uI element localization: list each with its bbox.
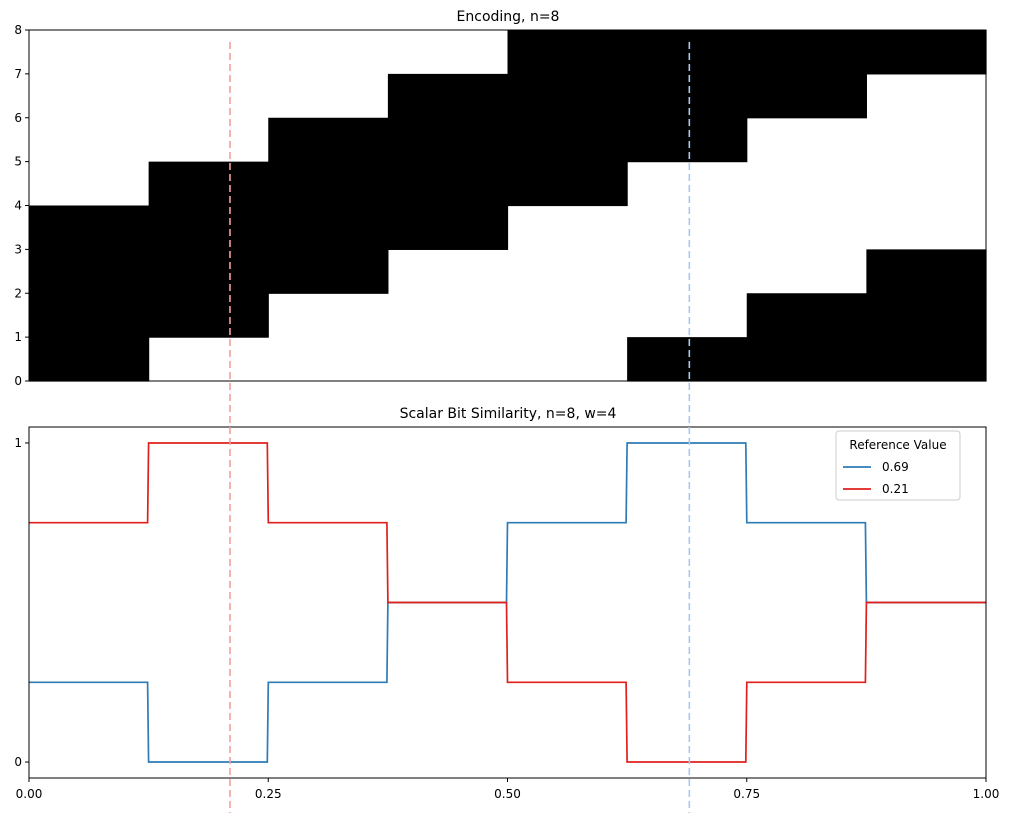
reference-lines xyxy=(229,42,691,813)
encoding-cell xyxy=(627,30,748,75)
similarity-x-tick-label: 0.50 xyxy=(494,787,521,801)
encoding-cell xyxy=(268,117,389,163)
encoding-cell xyxy=(746,293,867,338)
encoding-cell xyxy=(148,249,269,294)
encoding-cell xyxy=(387,205,509,250)
encoding-y-tick-label: 3 xyxy=(14,242,22,256)
encoding-cell xyxy=(866,293,987,338)
legend-title: Reference Value xyxy=(849,438,946,452)
encoding-cell xyxy=(746,73,867,119)
similarity-x-tick-label: 1.00 xyxy=(973,787,1000,801)
encoding-y-tick-label: 4 xyxy=(14,199,22,213)
encoding-panel: Encoding, n=8 0 1 2 3 4 5 6 7 8 xyxy=(14,9,987,388)
encoding-cell xyxy=(148,293,269,338)
series-line-1 xyxy=(29,442,986,763)
encoding-cell xyxy=(866,30,987,75)
legend-box xyxy=(835,430,961,501)
encoding-cell xyxy=(29,205,150,250)
similarity-x-tick-label: 0.00 xyxy=(16,787,43,801)
encoding-cell xyxy=(627,337,748,382)
legend-label-1: 0.21 xyxy=(882,482,909,496)
encoding-cell xyxy=(387,161,509,207)
encoding-title: Encoding, n=8 xyxy=(457,9,560,25)
encoding-cell xyxy=(29,293,150,338)
encoding-y-tick-label: 2 xyxy=(14,286,22,300)
series-line-0 xyxy=(29,442,986,763)
encoding-cell xyxy=(268,249,389,294)
encoding-cell xyxy=(627,73,748,119)
encoding-y-tick-label: 7 xyxy=(14,67,22,81)
encoding-frame xyxy=(28,29,987,382)
similarity-series xyxy=(29,442,986,763)
encoding-cells xyxy=(29,30,987,382)
similarity-frame xyxy=(28,426,987,779)
encoding-y-ticks: 0 1 2 3 4 5 6 7 8 xyxy=(14,23,29,388)
encoding-cell xyxy=(746,30,867,75)
encoding-cell xyxy=(866,337,987,382)
legend: Reference Value 0.69 0.21 xyxy=(835,430,961,501)
encoding-cell xyxy=(268,205,389,250)
encoding-y-tick-label: 8 xyxy=(14,23,22,37)
encoding-cell xyxy=(866,249,987,294)
encoding-cell xyxy=(29,249,150,294)
similarity-panel: Scalar Bit Similarity, n=8, w=4 0.00 0.25… xyxy=(14,406,999,801)
similarity-y-tick-label: 1 xyxy=(14,436,22,450)
encoding-y-tick-label: 5 xyxy=(14,155,22,169)
encoding-cell xyxy=(746,337,867,382)
encoding-y-tick-label: 1 xyxy=(14,330,22,344)
encoding-cell xyxy=(507,161,628,207)
encoding-cell xyxy=(507,117,628,163)
similarity-x-tick-label: 0.25 xyxy=(255,787,282,801)
encoding-cell xyxy=(268,161,389,207)
similarity-y-tick-label: 0 xyxy=(14,755,22,769)
encoding-cell xyxy=(387,117,509,163)
encoding-cell xyxy=(507,73,628,119)
similarity-y-ticks: 01 xyxy=(14,436,29,769)
similarity-x-ticks: 0.00 0.25 0.50 0.75 1.00 xyxy=(16,778,1000,801)
similarity-x-tick-label: 0.75 xyxy=(733,787,760,801)
encoding-cell xyxy=(148,205,269,250)
encoding-cell xyxy=(507,30,628,75)
encoding-cell xyxy=(148,161,269,207)
encoding-cell xyxy=(29,337,150,382)
encoding-y-tick-label: 6 xyxy=(14,111,22,125)
similarity-title: Scalar Bit Similarity, n=8, w=4 xyxy=(400,406,617,422)
encoding-y-tick-label: 0 xyxy=(14,374,22,388)
legend-label-0: 0.69 xyxy=(882,460,909,474)
encoding-cell xyxy=(387,73,509,119)
encoding-cell xyxy=(627,117,748,163)
